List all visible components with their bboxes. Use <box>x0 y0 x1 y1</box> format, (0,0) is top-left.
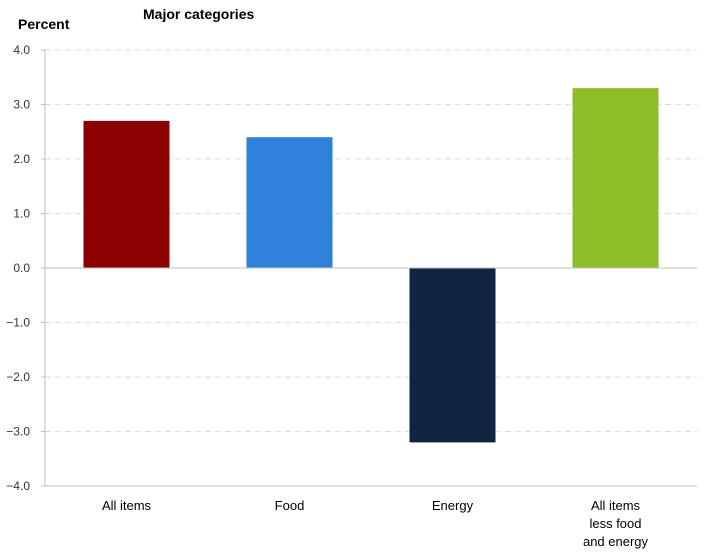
y-axis-label: Percent <box>18 16 70 32</box>
y-tick-label: −3.0 <box>6 425 30 439</box>
y-axis-ticks: 4.0 3.0 2.0 1.0 0.0 −1.0 −2.0 −3.0 −4.0 <box>6 43 30 493</box>
y-tick-label: −1.0 <box>6 316 30 330</box>
bar <box>410 268 496 442</box>
y-tick-label: 0.0 <box>13 261 30 275</box>
x-tick-label: All items <box>102 498 152 513</box>
x-tick-label: All items <box>591 498 641 513</box>
x-tick-label: Energy <box>432 498 474 513</box>
x-tick-label: less food <box>589 516 641 531</box>
y-tick-label: −4.0 <box>6 479 30 493</box>
chart-title: Major categories <box>143 6 254 22</box>
y-tick-label: −2.0 <box>6 370 30 384</box>
x-tick-label: Food <box>275 498 305 513</box>
x-tick-label: and energy <box>583 534 649 549</box>
bar <box>573 88 659 268</box>
y-tick-label: 2.0 <box>13 152 30 166</box>
bar <box>84 121 170 268</box>
bar <box>247 137 333 268</box>
bars <box>84 88 659 442</box>
y-tick-label: 1.0 <box>13 207 30 221</box>
x-axis-ticks: All items Food Energy All items less food and… <box>102 498 649 549</box>
y-tick-label: 3.0 <box>13 98 30 112</box>
y-tick-label: 4.0 <box>13 43 30 57</box>
